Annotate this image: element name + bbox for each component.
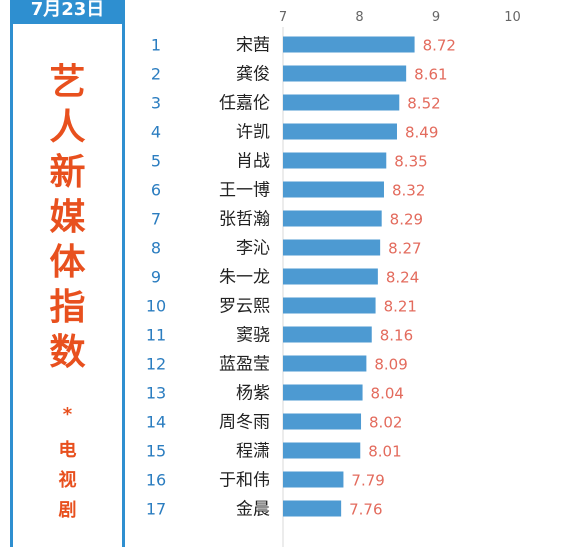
title-char: 媒 (49, 197, 86, 238)
bar (283, 239, 381, 256)
category-label: 程潇 (236, 442, 270, 462)
category-label: 李沁 (236, 239, 270, 259)
category-label: 龚俊 (236, 65, 270, 85)
category-label: 朱一龙 (219, 268, 270, 288)
category-label: 杨紫 (236, 384, 270, 404)
value-label: 8.09 (374, 356, 407, 374)
category-label: 王一博 (219, 181, 270, 201)
title-char: 指 (49, 287, 86, 328)
value-label: 8.01 (368, 443, 401, 461)
category-label: 周冬雨 (219, 413, 270, 433)
bar (283, 413, 362, 430)
value-label: 8.29 (390, 211, 423, 229)
bar (283, 94, 400, 111)
rank-number: 1 (151, 36, 161, 55)
x-tick-label: 9 (432, 10, 440, 25)
bar (283, 152, 387, 169)
rank-number: 5 (151, 152, 161, 171)
subtitle-char: 剧 (58, 500, 77, 521)
category-label: 许凯 (236, 123, 270, 143)
subtitle-char: 电 (58, 440, 77, 461)
value-label: 8.35 (394, 153, 427, 171)
bar (283, 268, 378, 285)
rank-number: 14 (146, 413, 166, 432)
value-label: 8.49 (405, 124, 438, 142)
category-label: 张哲瀚 (219, 210, 270, 230)
rank-number: 7 (151, 210, 161, 229)
rank-number: 16 (146, 471, 166, 490)
category-label: 窦骁 (236, 326, 270, 346)
value-label: 8.16 (380, 327, 413, 345)
rank-number: 17 (146, 500, 166, 519)
bar (283, 442, 361, 459)
category-label: 金晨 (236, 500, 270, 520)
x-tick-label: 7 (279, 10, 287, 25)
value-label: 8.32 (392, 182, 425, 200)
bar (283, 36, 415, 53)
value-label: 8.72 (423, 37, 456, 55)
value-label: 8.24 (386, 269, 419, 287)
category-label: 肖战 (236, 152, 270, 172)
rank-number: 11 (146, 326, 166, 345)
rank-number: 12 (146, 355, 166, 374)
title-char: 新 (49, 152, 86, 193)
bar (283, 326, 372, 343)
x-tick-label: 8 (355, 10, 363, 25)
title-char: 人 (49, 107, 86, 148)
value-label: 8.21 (384, 298, 417, 316)
category-label: 蓝盈莹 (219, 355, 270, 375)
rank-number: 2 (151, 65, 161, 84)
title-char: 艺 (49, 62, 86, 103)
value-label: 8.04 (371, 385, 404, 403)
date-badge: 7月23日 (10, 0, 125, 24)
bar (283, 297, 376, 314)
bar (283, 355, 367, 372)
bar (283, 65, 407, 82)
title-star: * (62, 404, 73, 425)
value-label: 8.27 (388, 240, 421, 258)
value-label: 8.61 (414, 66, 447, 84)
value-label: 7.76 (349, 501, 382, 519)
chart-subtitle: 电 视 剧 (10, 436, 125, 526)
subtitle-char: 视 (58, 470, 77, 491)
value-label: 8.52 (407, 95, 440, 113)
bar (283, 500, 342, 517)
bar (283, 181, 384, 198)
rank-number: 13 (146, 384, 166, 403)
rank-number: 6 (151, 181, 161, 200)
rank-number: 10 (146, 297, 166, 316)
bar (283, 471, 344, 488)
rank-number: 4 (151, 123, 161, 142)
title-char: 数 (49, 332, 86, 373)
rank-number: 9 (151, 268, 161, 287)
chart-title: 艺 人 新 媒 体 指 数 (10, 60, 125, 375)
category-label: 宋茜 (236, 36, 270, 56)
rank-number: 8 (151, 239, 161, 258)
category-label: 于和伟 (219, 471, 270, 491)
category-label: 任嘉伦 (219, 94, 270, 114)
category-label: 罗云熙 (219, 297, 270, 317)
value-label: 7.79 (351, 472, 384, 490)
bar (283, 210, 382, 227)
left-frame (10, 0, 125, 547)
bar (283, 384, 363, 401)
bar (283, 123, 397, 140)
x-tick-label: 10 (504, 10, 521, 25)
rank-number: 15 (146, 442, 166, 461)
rank-number: 3 (151, 94, 161, 113)
title-char: 体 (49, 242, 86, 283)
value-label: 8.02 (369, 414, 402, 432)
